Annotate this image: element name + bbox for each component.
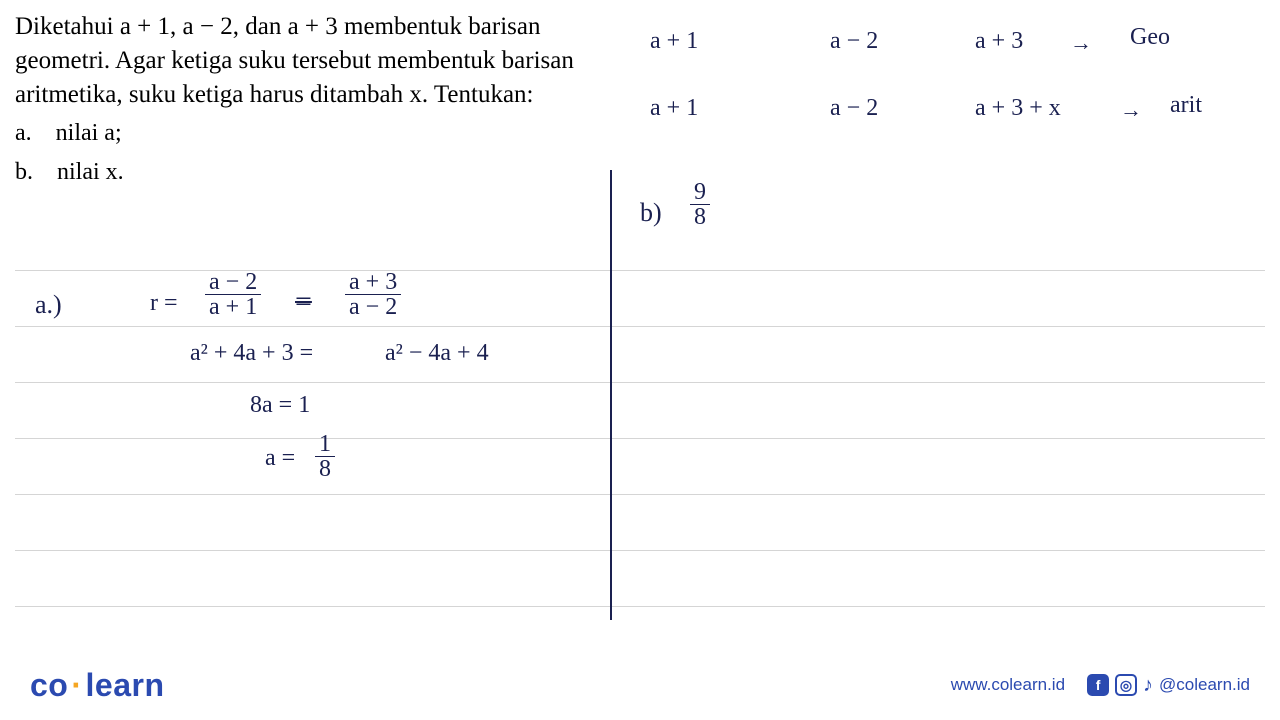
a-result-den: 8 <box>315 457 335 481</box>
frac1-num: a − 2 <box>205 270 261 295</box>
struck-equals: = <box>295 285 312 319</box>
vertical-divider <box>610 170 612 620</box>
frac2-den: a − 2 <box>345 295 401 319</box>
r-equals: r = <box>150 290 178 317</box>
geo-term-3: a + 3 <box>975 28 1023 55</box>
logo-co: co <box>30 667 68 703</box>
logo-dot-icon: · <box>71 667 82 703</box>
social-icons: f ◎ ♪ @colearn.id <box>1087 674 1250 697</box>
arit-term-3: a + 3 + x <box>975 95 1061 122</box>
instagram-icon: ◎ <box>1115 674 1137 696</box>
eight-a-eq-one: 8a = 1 <box>250 392 310 419</box>
question-block: Diketahui a + 1, a − 2, dan a + 3 memben… <box>15 10 595 188</box>
arit-label: arit <box>1170 92 1202 119</box>
frac-a-result: 1 8 <box>315 432 335 481</box>
geo-label: Geo <box>1130 24 1170 51</box>
arrow-icon: → <box>1070 30 1092 56</box>
social-handle: @colearn.id <box>1159 675 1250 695</box>
a-result-num: 1 <box>315 432 335 457</box>
ruled-lines <box>0 270 1280 630</box>
facebook-icon: f <box>1087 674 1109 696</box>
expand-right: a² − 4a + 4 <box>385 340 489 367</box>
frac-b-result: 9 8 <box>690 180 710 229</box>
frac2-num: a + 3 <box>345 270 401 295</box>
logo-learn: learn <box>86 667 165 703</box>
tiktok-icon: ♪ <box>1143 674 1153 697</box>
arit-term-1: a + 1 <box>650 95 698 122</box>
geo-term-2: a − 2 <box>830 28 878 55</box>
footer-right: www.colearn.id f ◎ ♪ @colearn.id <box>951 674 1250 697</box>
arrow-icon: → <box>1120 97 1142 123</box>
a-equals: a = <box>265 445 295 472</box>
b-result-den: 8 <box>690 205 710 229</box>
question-item-b: b. nilai x. <box>15 156 595 188</box>
part-a-label: a.) <box>35 290 62 320</box>
question-item-a: a. nilai a; <box>15 117 595 149</box>
part-b-label: b) <box>640 198 662 228</box>
frac-2: a + 3 a − 2 <box>345 270 401 319</box>
logo: co·learn <box>30 667 164 704</box>
arit-term-2: a − 2 <box>830 95 878 122</box>
frac1-den: a + 1 <box>205 295 261 319</box>
footer: co·learn www.colearn.id f ◎ ♪ @colearn.i… <box>0 650 1280 720</box>
b-result-num: 9 <box>690 180 710 205</box>
geo-term-1: a + 1 <box>650 28 698 55</box>
footer-url: www.colearn.id <box>951 675 1065 695</box>
frac-1: a − 2 a + 1 <box>205 270 261 319</box>
expand-left: a² + 4a + 3 = <box>190 340 313 367</box>
question-text: Diketahui a + 1, a − 2, dan a + 3 memben… <box>15 10 595 111</box>
